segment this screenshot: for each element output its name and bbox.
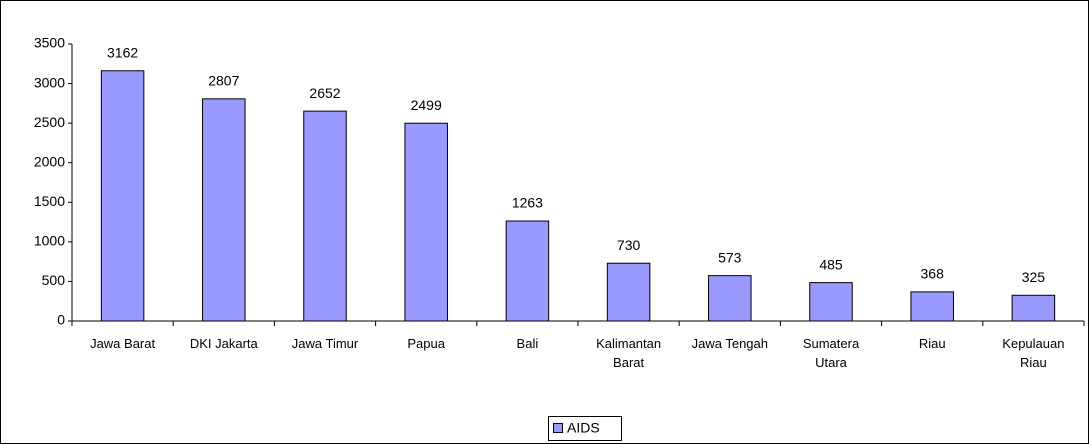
data-label: 368 — [921, 266, 945, 282]
x-tick-label: Riau — [918, 336, 946, 351]
data-label: 3162 — [107, 44, 138, 60]
x-tick-label: Jawa Barat — [90, 336, 156, 351]
legend-label: AIDS — [567, 420, 600, 436]
x-tick-label: Sumatera Utara — [802, 336, 860, 370]
x-tick-label: DKI Jakarta — [189, 336, 258, 351]
y-tick-label: 500 — [42, 272, 66, 288]
x-tick-label: Jawa Tengah — [691, 336, 768, 351]
data-label: 730 — [617, 237, 641, 253]
bar — [910, 291, 954, 322]
bar — [404, 122, 448, 322]
y-tick-label: 3000 — [34, 74, 65, 90]
x-tick-label: Kalimantan Barat — [596, 336, 662, 370]
x-tick-label: Bali — [516, 336, 539, 351]
legend-swatch — [553, 423, 563, 433]
data-label: 2499 — [411, 97, 442, 113]
x-tick-label: Jawa Timur — [291, 336, 359, 351]
data-label: 1263 — [512, 195, 543, 211]
bar — [505, 220, 550, 322]
bar — [303, 110, 347, 322]
bar — [606, 262, 651, 322]
data-label: 2807 — [208, 73, 239, 89]
bar — [1011, 294, 1056, 322]
y-tick-label: 1500 — [34, 193, 65, 209]
data-label: 325 — [1022, 269, 1046, 285]
data-label: 2652 — [309, 85, 340, 101]
y-tick-label: 2500 — [34, 114, 65, 130]
data-label: 485 — [819, 256, 843, 272]
y-tick-label: 3500 — [34, 35, 65, 51]
y-tick-label: 2000 — [34, 153, 65, 169]
bar — [202, 98, 246, 322]
bar — [809, 282, 853, 322]
bar — [708, 275, 752, 322]
x-tick-label: Papua — [407, 336, 445, 351]
data-label: 573 — [718, 249, 742, 265]
y-tick-label: 1000 — [34, 233, 65, 249]
x-tick-label: Kepulauan Riau — [1002, 336, 1065, 370]
y-tick-label: 0 — [57, 312, 65, 328]
bar — [100, 70, 145, 322]
